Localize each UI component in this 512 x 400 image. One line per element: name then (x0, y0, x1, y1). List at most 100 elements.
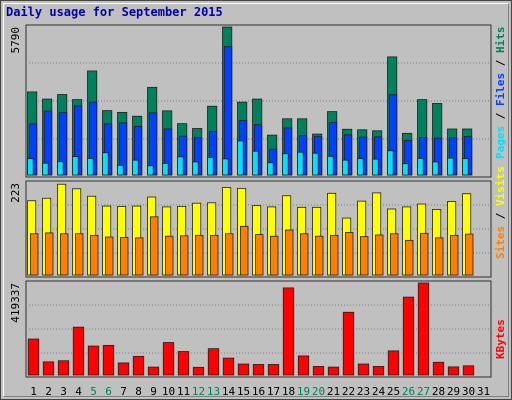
x-tick-label-3: 3 (60, 385, 67, 398)
bar-hits-pages-27 (417, 157, 424, 176)
x-tick-label-16: 16 (252, 385, 265, 398)
panel-visits-legend: Sites / Visits (494, 166, 507, 259)
bar-visits-sites-4 (75, 233, 84, 276)
bar-kbytes-kbytes-22 (342, 311, 355, 376)
bar-visits-sites-3 (60, 233, 69, 276)
x-tick-label-23: 23 (357, 385, 370, 398)
x-tick-label-12: 12 (192, 385, 205, 398)
bar-kbytes-kbytes-19 (297, 355, 310, 376)
bar-hits-pages-8 (132, 159, 139, 176)
panel-hits-max-label: 5790 (9, 27, 22, 54)
x-tick-label-21: 21 (327, 385, 340, 398)
bar-kbytes-kbytes-8 (132, 355, 145, 376)
x-tick-label-18: 18 (282, 385, 295, 398)
bar-visits-sites-30 (465, 233, 474, 276)
bar-kbytes-kbytes-29 (447, 366, 460, 376)
bar-kbytes-kbytes-26 (402, 296, 415, 376)
bar-kbytes-kbytes-25 (387, 350, 400, 376)
bar-visits-sites-19 (300, 233, 309, 276)
bar-kbytes-kbytes-11 (177, 351, 190, 376)
bar-hits-pages-16 (252, 150, 259, 176)
legend-sites: Sites (494, 226, 507, 259)
bar-hits-pages-22 (342, 159, 349, 176)
bar-kbytes-kbytes-12 (192, 366, 205, 376)
legend-hits: Hits (494, 27, 507, 54)
bar-kbytes-kbytes-6 (102, 344, 115, 376)
x-tick-label-5: 5 (90, 385, 97, 398)
bar-visits-sites-29 (450, 234, 459, 276)
x-tick-label-20: 20 (312, 385, 325, 398)
bar-visits-sites-10 (165, 235, 174, 276)
bar-kbytes-kbytes-27 (417, 282, 430, 376)
bar-kbytes-kbytes-28 (432, 361, 445, 376)
bar-visits-sites-21 (330, 234, 339, 276)
panel-kbytes-max-label: 419337 (9, 283, 22, 323)
bar-visits-sites-25 (390, 233, 399, 276)
bar-visits-sites-7 (120, 237, 129, 276)
bar-kbytes-kbytes-9 (147, 366, 160, 376)
x-axis: 1 2 3 4 5 6 7 8 9 10 11 12 13 14 15 16 17 18 19 20 21 22 23 24 2… (30, 385, 490, 398)
x-tick-label-13: 13 (207, 385, 220, 398)
bar-hits-pages-5 (87, 157, 94, 176)
bar-hits-files-14 (223, 46, 233, 176)
bar-visits-sites-15 (240, 225, 249, 276)
bar-kbytes-kbytes-4 (72, 326, 85, 376)
bar-hits-pages-11 (177, 156, 184, 176)
legend-separator: / (494, 53, 507, 73)
bar-hits-pages-3 (57, 161, 64, 176)
bar-visits-sites-17 (270, 235, 279, 276)
panel-hits-legend: Pages / Files / Hits (494, 27, 507, 160)
legend-files: Files (494, 73, 507, 106)
bar-hits-pages-4 (72, 156, 79, 176)
panel-kbytes-legend: KBytes (494, 319, 507, 359)
bar-visits-sites-12 (195, 234, 204, 276)
chart-frame-bevel (3, 3, 509, 397)
bar-hits-pages-14 (222, 158, 229, 176)
x-tick-label-6: 6 (105, 385, 112, 398)
bar-hits-pages-17 (267, 162, 274, 176)
x-tick-label-11: 11 (177, 385, 190, 398)
bar-kbytes-kbytes-23 (357, 363, 370, 376)
bar-hits-pages-2 (42, 162, 49, 176)
bar-hits-pages-29 (447, 157, 454, 176)
bar-hits-pages-7 (117, 164, 124, 176)
legend-separator: / (494, 106, 507, 126)
bar-visits-sites-24 (375, 234, 384, 276)
bar-hits-pages-15 (237, 140, 244, 176)
x-tick-label-25: 25 (387, 385, 400, 398)
bar-kbytes-kbytes-20 (312, 366, 325, 376)
bar-hits-pages-6 (102, 152, 109, 176)
panel-kbytes: 419337 KBytes (9, 280, 507, 378)
x-tick-label-22: 22 (342, 385, 355, 398)
bar-kbytes-kbytes-21 (327, 366, 340, 376)
bar-hits-pages-20 (312, 152, 319, 176)
x-tick-label-1: 1 (30, 385, 37, 398)
bar-visits-sites-6 (105, 236, 114, 276)
bar-visits-sites-23 (360, 236, 369, 276)
x-tick-label-14: 14 (222, 385, 236, 398)
bar-kbytes-kbytes-14 (222, 357, 235, 376)
x-tick-label-26: 26 (402, 385, 415, 398)
bar-hits-pages-10 (162, 163, 169, 176)
bar-kbytes-kbytes-2 (42, 361, 55, 376)
bar-hits-pages-1 (27, 158, 34, 176)
legend-pages: Pages (494, 126, 507, 159)
bar-kbytes-kbytes-18 (282, 287, 295, 376)
legend-visits: Visits (494, 166, 507, 206)
bar-kbytes-kbytes-1 (27, 338, 40, 376)
bar-kbytes-kbytes-24 (372, 366, 385, 376)
bar-visits-sites-27 (420, 232, 429, 276)
bar-kbytes-kbytes-13 (207, 348, 220, 376)
bar-kbytes-kbytes-17 (267, 364, 280, 376)
panel-hits: 5790 Pages / Files / Hits (9, 24, 507, 178)
bar-hits-pages-12 (192, 161, 199, 176)
panel-visits: 223 Sites / Visits (9, 166, 507, 278)
bar-hits-pages-23 (357, 158, 364, 176)
x-tick-label-7: 7 (120, 385, 127, 398)
x-tick-label-15: 15 (237, 385, 250, 398)
bar-visits-sites-5 (90, 234, 99, 276)
x-tick-label-24: 24 (372, 385, 386, 398)
x-tick-label-8: 8 (135, 385, 142, 398)
